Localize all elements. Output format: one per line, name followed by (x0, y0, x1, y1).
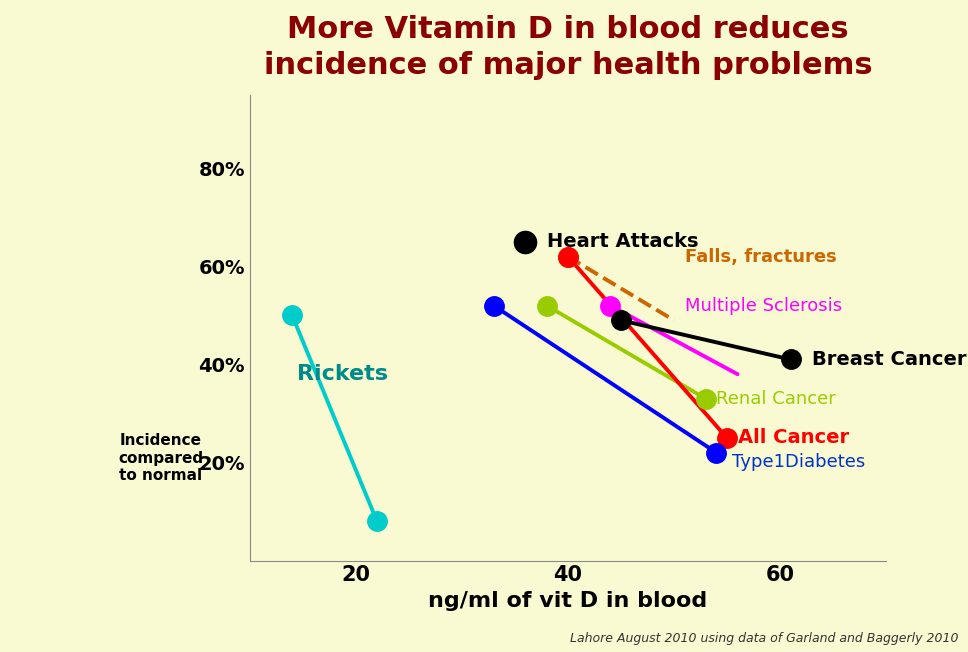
Text: Rickets: Rickets (297, 364, 388, 384)
Text: Falls, fractures: Falls, fractures (684, 248, 836, 265)
Text: All Cancer: All Cancer (738, 428, 849, 447)
Title: More Vitamin D in blood reduces
incidence of major health problems: More Vitamin D in blood reduces incidenc… (263, 15, 872, 80)
Text: Type1Diabetes: Type1Diabetes (732, 453, 865, 471)
Text: Lahore August 2010 using data of Garland and Baggerly 2010: Lahore August 2010 using data of Garland… (570, 632, 958, 645)
Y-axis label: Incidence
compared
to normal: Incidence compared to normal (118, 433, 203, 483)
Text: Renal Cancer: Renal Cancer (716, 390, 836, 408)
Text: Heart Attacks: Heart Attacks (547, 232, 698, 251)
X-axis label: ng/ml of vit D in blood: ng/ml of vit D in blood (428, 591, 708, 611)
Text: Breast Cancer: Breast Cancer (812, 350, 966, 369)
Text: Multiple Sclerosis: Multiple Sclerosis (684, 297, 841, 314)
